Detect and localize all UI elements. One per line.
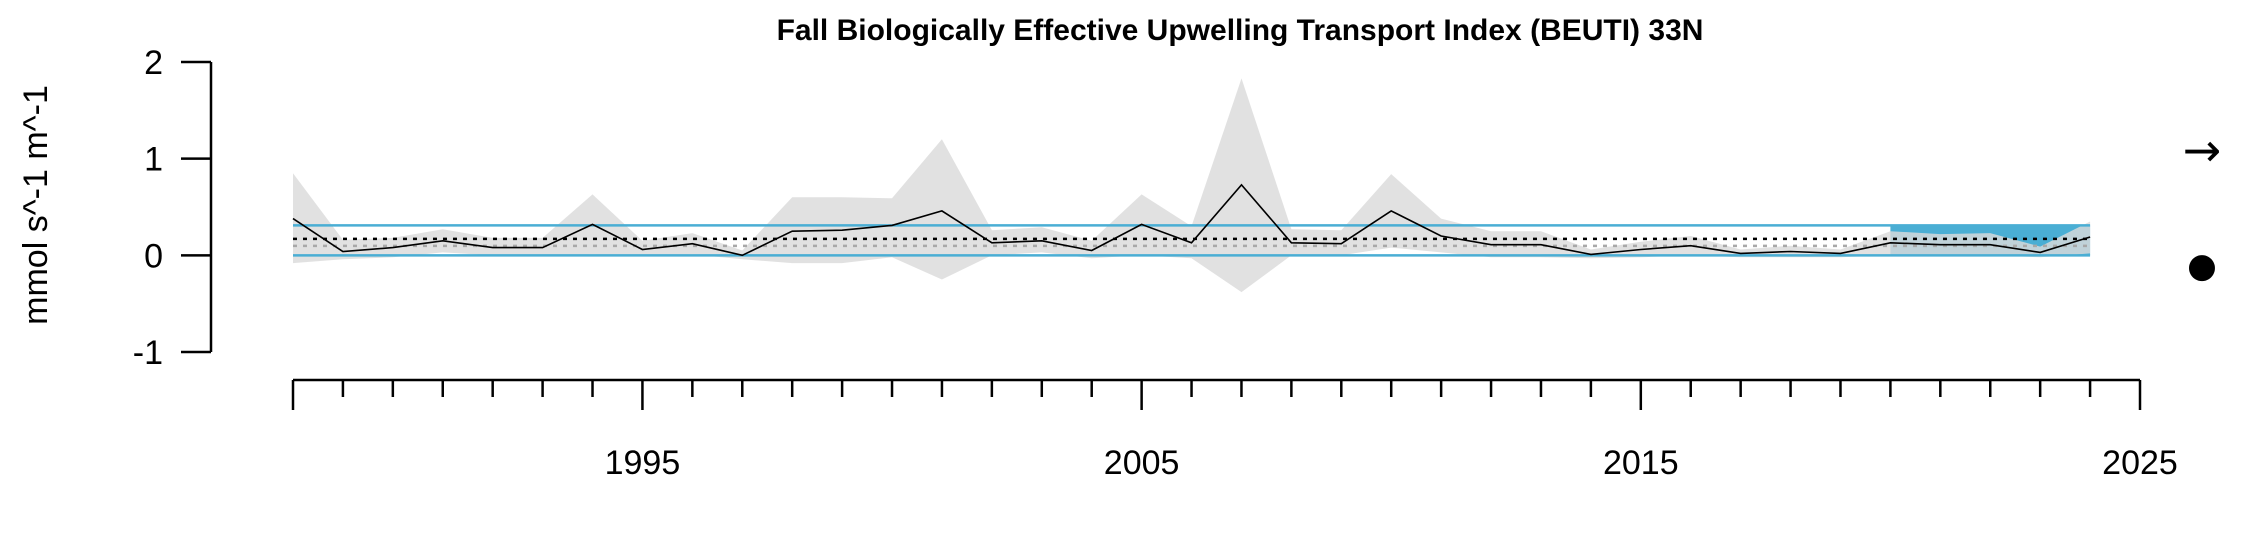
chart-title: Fall Biologically Effective Upwelling Tr…	[777, 14, 1704, 47]
data-series	[292, 183, 2091, 257]
sd-lines	[293, 224, 2091, 257]
trend-arrow-icon: →	[2183, 123, 2222, 177]
x-tick-label: 1995	[605, 444, 681, 482]
x-tick-label: 2015	[1603, 444, 1679, 482]
y-axis-label: mmol s^-1 m^-1	[17, 85, 55, 325]
x-tick-label: 2025	[2102, 444, 2178, 482]
y-tick-label: -1	[133, 334, 163, 372]
y-tick-label: 2	[144, 44, 163, 82]
uncertainty-band	[293, 78, 2091, 293]
y-tick-label: 0	[144, 237, 163, 275]
uncertainty-band-area	[293, 78, 2091, 293]
mean-dot-icon: ●	[2187, 246, 2217, 286]
y-axis: -1 0 1 2	[133, 44, 213, 372]
x-axis: 1995 2005 2015 2025	[291, 378, 2178, 482]
x-tick-label: 2005	[1104, 444, 1180, 482]
y-tick-label: 1	[144, 141, 163, 179]
